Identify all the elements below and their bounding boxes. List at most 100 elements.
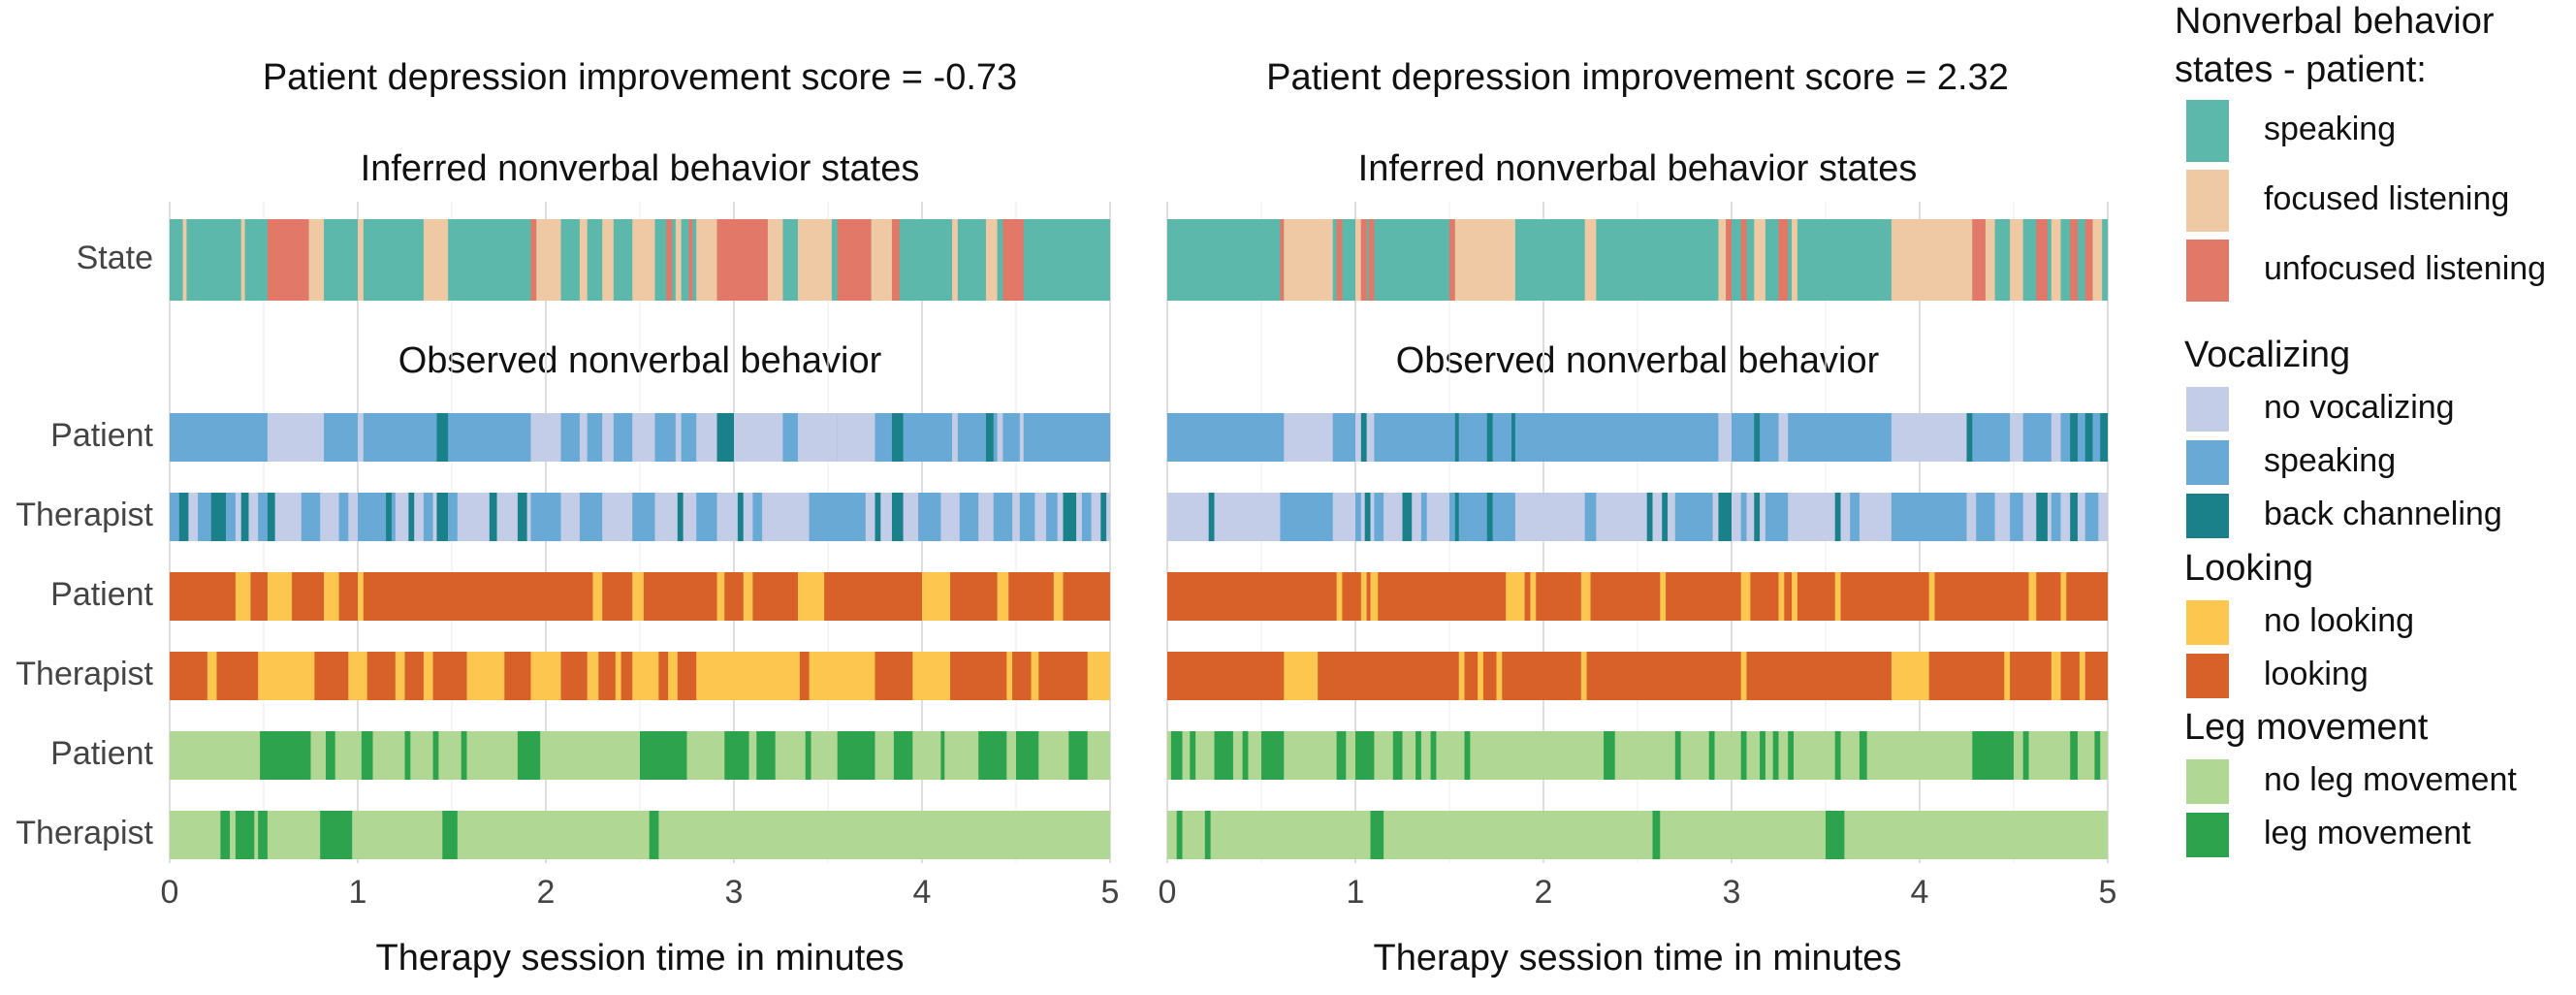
- panel-1-row-7-segment: [442, 811, 458, 859]
- panel-1-row-1-segment: [1002, 219, 1024, 301]
- panel-1-x-tick-label: 0: [161, 874, 179, 911]
- panel-2-row-3-segment: [2084, 493, 2099, 541]
- panel-2-row-3-segment: [1584, 493, 1597, 541]
- panel-1-row-4-segment: [592, 572, 603, 621]
- panel-2-title: Patient depression improvement score = 2…: [1266, 57, 2009, 98]
- panel-2-row-3-segment: [1850, 493, 1860, 541]
- observed-row-label: Therapist: [16, 815, 153, 851]
- panel-1-x-tick-label: 2: [537, 874, 556, 911]
- panel-1-row-3-segment: [178, 493, 189, 541]
- panel-2-row-1-segment: [2036, 219, 2048, 301]
- panel-1-row-2-segment: [696, 413, 717, 462]
- panel-2-row-1-segment: [1740, 219, 1747, 301]
- panel-2-x-tick-label: 2: [1535, 874, 1553, 911]
- panel-1-row-2-segment: [358, 413, 364, 462]
- legend-title-states-line-1: Nonverbal behavior: [2175, 1, 2495, 42]
- panel-2-row-6-segment: [1392, 731, 1403, 780]
- panel-2-row-6-segment: [1261, 731, 1285, 780]
- panel-2-x-tick-label: 1: [1347, 874, 1365, 911]
- panel-1-row-4-segment: [324, 572, 339, 621]
- legend-swatch-no_vocalizing: [2186, 387, 2229, 432]
- panel-2-row-6-segment: [1859, 731, 1867, 780]
- panel-1-row-2-segment: [837, 413, 875, 462]
- panel-1-row-3-segment: [170, 493, 179, 541]
- panel-1-row-1-segment: [579, 219, 588, 301]
- panel-2-row-3-segment: [1449, 493, 1515, 541]
- panel-1-row-3-segment: [875, 493, 881, 541]
- panel-2-row-3-segment: [1420, 493, 1427, 541]
- panel-2-row-3-segment: [2010, 493, 2023, 541]
- panel-1-row-4-segment: [1053, 572, 1064, 621]
- panel-1-row-4-segment: [235, 572, 251, 621]
- panel-2-row-7-segment: [1204, 811, 1211, 859]
- panel-1-row-1-segment: [767, 219, 783, 301]
- panel-2-row-2-segment: [1486, 413, 1493, 462]
- panel-2-row-2-segment: [1454, 413, 1459, 462]
- panel-1-row-2-segment: [1019, 413, 1024, 462]
- panel-2-row-3-segment: [1765, 493, 1789, 541]
- panel-2-row-3-segment: [1834, 493, 1841, 541]
- panel-1-row-3-segment: [1046, 493, 1058, 541]
- panel-2-row-3-segment: [1364, 493, 1371, 541]
- panel-2-row-2-segment: [2070, 413, 2078, 462]
- panel-2-row-6-segment: [1190, 731, 1196, 780]
- panel-2-row-1-segment: [1454, 219, 1515, 301]
- panel-2-row-3-segment: [1976, 493, 1995, 541]
- panel-2-row-4-segment: [1530, 572, 1537, 621]
- legend-label-unfocused_listening: unfocused listening: [2264, 250, 2546, 287]
- panel-2-row-3-segment: [1718, 493, 1732, 541]
- legend-swatch-no_looking: [2186, 600, 2229, 645]
- panel-1-row-6-segment: [404, 731, 411, 780]
- panel-2-row-4-segment: [1360, 572, 1367, 621]
- panel-2-row-5-segment: [2004, 652, 2011, 700]
- observed-row-label: Therapist: [16, 656, 153, 692]
- panel-2-row-6-base-bar: [1167, 731, 2108, 780]
- panel-2-x-tick-label: 5: [2099, 874, 2117, 911]
- panel-1-row-2-segment: [675, 413, 682, 462]
- legend-label-back_channeling: back channeling: [2264, 496, 2502, 532]
- panel-1-state-section-title: Inferred nonverbal behavior states: [361, 148, 920, 189]
- panel-1-row-2-segment: [716, 413, 734, 462]
- panel-2-row-1-segment: [1778, 219, 1789, 301]
- panel-1-row-5-segment: [395, 652, 405, 700]
- panel-1-row-5-segment: [1031, 652, 1039, 700]
- panel-2-row-3-segment: [1280, 493, 1333, 541]
- panel-2-row-4-base-bar: [1167, 572, 2108, 621]
- panel-1-row-1-segment: [632, 219, 655, 301]
- panel-2-row-1-segment: [1360, 219, 1367, 301]
- panel-1-row-2-segment: [267, 413, 325, 462]
- panel-1-row-2-segment: [632, 413, 655, 462]
- panel-2-row-1-segment: [2084, 219, 2093, 301]
- panel-1-row-4-segment: [267, 572, 293, 621]
- panel-2-row-3-segment: [1402, 493, 1413, 541]
- panel-1-row-3-segment: [632, 493, 655, 541]
- panel-1-x-tick-label: 1: [349, 874, 367, 911]
- panel-2-row-6-segment: [2022, 731, 2029, 780]
- panel-2-row-6-segment: [1415, 731, 1421, 780]
- panel-2-row-4-segment: [1928, 572, 1935, 621]
- panel-1-row-2-segment: [436, 413, 449, 462]
- panel-1-row-6-segment: [361, 731, 373, 780]
- panel-1-row-3-segment: [1100, 493, 1107, 541]
- panel-1-row-6-segment: [1016, 731, 1039, 780]
- legend-swatch-looking: [2186, 654, 2229, 698]
- legend-swatch-leg_movement: [2186, 813, 2229, 857]
- panel-2-row-4-segment: [1660, 572, 1667, 621]
- panel-2-row-6-segment: [1604, 731, 1615, 780]
- panel-2-row-3-segment: [1486, 493, 1493, 541]
- panel-1-row-1-segment: [530, 219, 537, 301]
- panel-1-row-2-segment: [530, 413, 561, 462]
- panel-2-row-3-segment: [1891, 493, 1967, 541]
- panel-1-row-3-segment: [408, 493, 415, 541]
- panel-2-row-7-segment: [1652, 811, 1661, 859]
- panel-1-row-4-segment: [922, 572, 951, 621]
- panel-2-row-3-segment: [2036, 493, 2048, 541]
- panel-2-row-6-segment: [1972, 731, 2014, 780]
- panel-1-row-1-segment: [985, 219, 998, 301]
- panel-1-row-3-segment: [737, 493, 744, 541]
- panel-1-row-3-segment: [489, 493, 497, 541]
- panel-1-row-1-segment: [423, 219, 449, 301]
- panel-2-row-6-segment: [1740, 731, 1747, 780]
- panel-1-row-5-segment: [1087, 652, 1110, 700]
